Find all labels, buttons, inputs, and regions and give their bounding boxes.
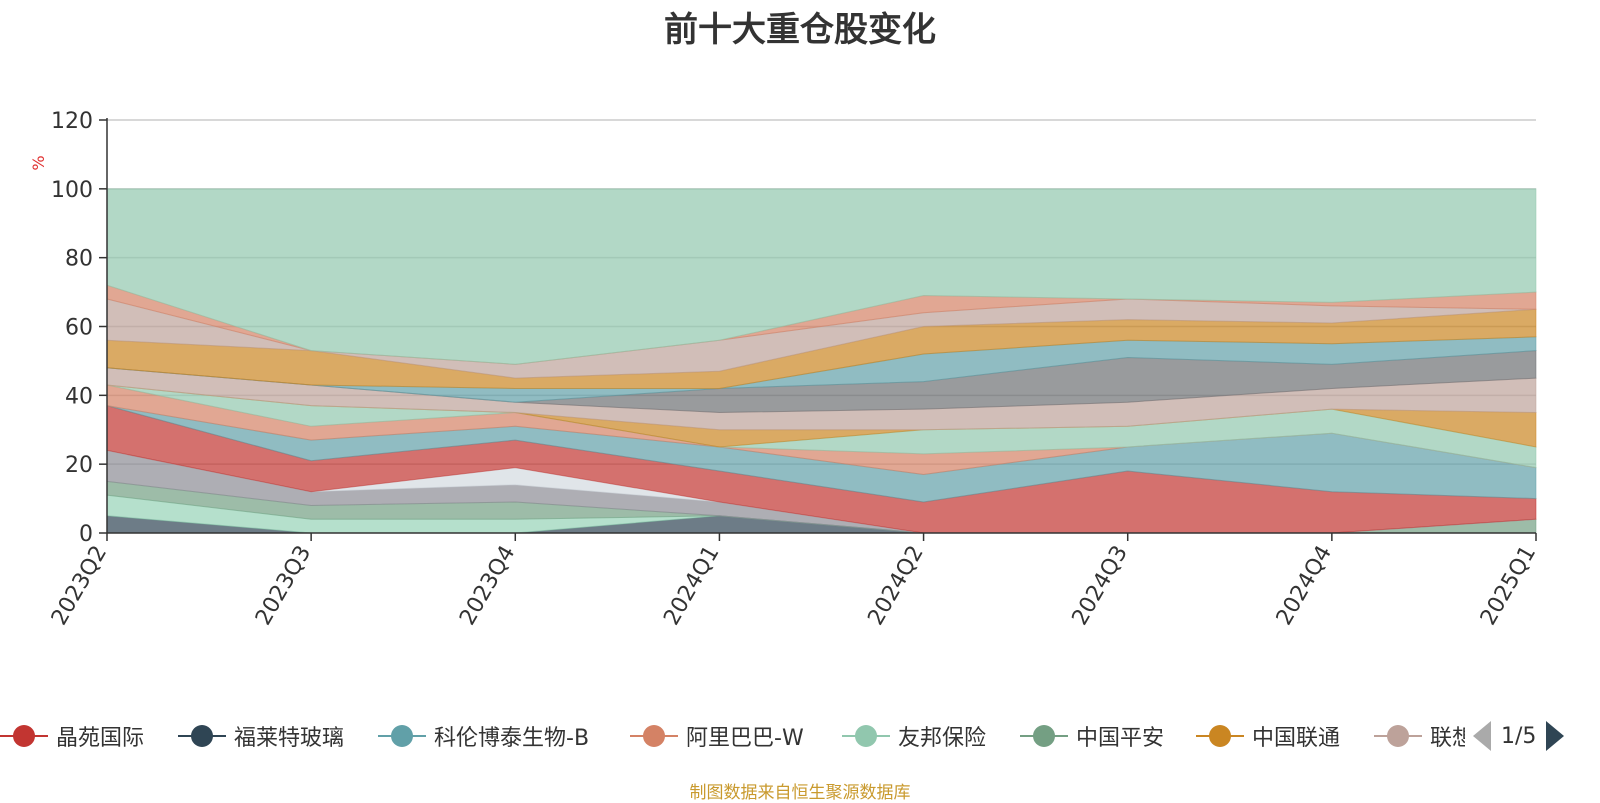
legend-item-4[interactable]: 阿里巴巴-W [630,718,804,754]
y-tick-label: 20 [65,453,93,478]
legend-item-7[interactable]: 中国联通 [1196,718,1340,754]
legend-page-indicator: 1/5 [1501,723,1537,749]
stacked-area-chart: 0 20 40 60 80 100 120 2023Q2 2023Q3 2023Q4 2024Q1 2… [29,109,1541,630]
legend-next-page-icon[interactable] [1546,721,1565,751]
legend-item-label: 友邦保险 [898,726,987,751]
area-band-17 [106,188,1537,365]
y-tick-label: 120 [51,109,93,134]
y-tick-label: 100 [51,178,93,203]
legend-item-label: 联想 [1430,726,1465,751]
legend-marker-icon [178,724,226,748]
area-layer [106,188,1537,534]
source-note: 制图数据来自恒生聚源数据库 [689,783,911,803]
legend-item-5[interactable]: 友邦保险 [842,718,986,754]
legend-item-1[interactable]: 晶苑国际 [0,718,144,754]
legend-marker-icon [630,724,678,748]
x-tick-label: 2024Q4 [1272,542,1337,630]
y-tick-label: 40 [65,384,93,409]
legend-item-label: 晶苑国际 [56,726,145,751]
x-tick-label: 2023Q3 [251,542,316,630]
legend-marker-icon [1020,724,1068,748]
legend-item-label: 阿里巴巴-W [686,726,804,751]
legend-marker-icon [1196,724,1244,748]
chart-title: 前十大重仓股变化 [664,10,936,50]
x-tick-label: 2023Q4 [455,542,520,630]
legend-item-label: 科伦博泰生物-B [434,726,590,751]
legend-item-label: 中国联通 [1252,726,1341,751]
legend-item-label: 中国平安 [1076,726,1165,751]
legend-item-2[interactable]: 福莱特玻璃 [178,718,344,754]
x-tick-label: 2024Q2 [863,542,928,630]
legend-item-label: 福莱特玻璃 [234,726,345,751]
legend: 晶苑国际 福莱特玻璃 科伦博泰生物-B 阿里巴巴-W 友邦保险 中国平安 中国联通 联想 [0,718,1465,754]
y-axis-unit-label: % [29,155,48,170]
y-tick-label: 0 [79,522,93,547]
legend-marker-icon [842,724,890,748]
legend-marker-icon [378,724,426,748]
legend-pager: 1/5 [1473,718,1565,754]
x-tick-label: 2023Q2 [47,542,112,630]
legend-marker-icon [0,724,48,748]
legend-item-6[interactable]: 中国平安 [1020,718,1164,754]
x-tick-label: 2024Q3 [1068,542,1133,630]
x-tick-label: 2025Q1 [1476,542,1541,630]
legend-marker-icon [1374,724,1422,748]
legend-item-3[interactable]: 科伦博泰生物-B [378,718,589,754]
y-tick-label: 80 [65,247,93,272]
legend-item-8[interactable]: 联想 [1374,718,1465,754]
y-tick-label: 60 [65,316,93,341]
x-tick-label: 2024Q1 [659,542,724,630]
legend-prev-page-icon[interactable] [1473,721,1491,751]
